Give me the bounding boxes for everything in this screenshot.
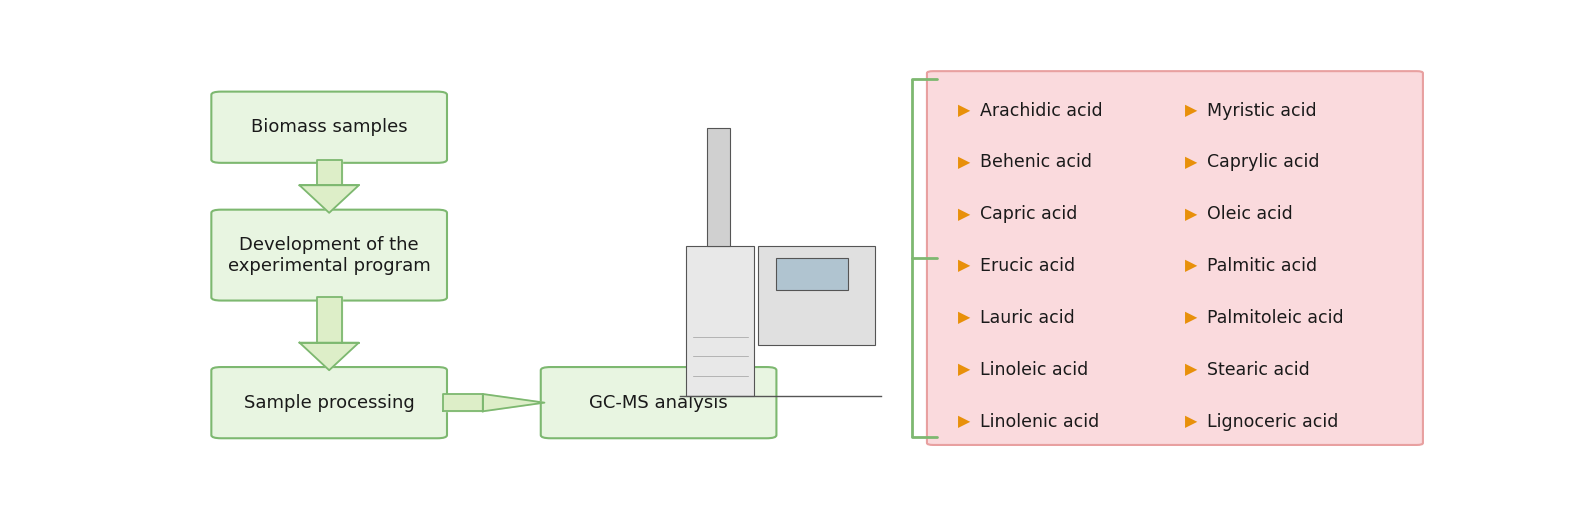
Polygon shape (317, 297, 342, 343)
Text: Erucic acid: Erucic acid (981, 257, 1075, 275)
Text: ▶: ▶ (958, 155, 970, 170)
Text: ▶: ▶ (1184, 310, 1197, 326)
FancyBboxPatch shape (212, 210, 447, 300)
Text: Lignoceric acid: Lignoceric acid (1207, 412, 1339, 431)
FancyBboxPatch shape (707, 128, 731, 246)
Text: Palmitic acid: Palmitic acid (1207, 257, 1317, 275)
Text: Caprylic acid: Caprylic acid (1207, 153, 1320, 171)
Text: Linolenic acid: Linolenic acid (981, 412, 1098, 431)
Text: Oleic acid: Oleic acid (1207, 205, 1293, 223)
Text: Sample processing: Sample processing (244, 393, 414, 412)
Text: ▶: ▶ (1184, 155, 1197, 170)
FancyBboxPatch shape (212, 367, 447, 438)
Polygon shape (317, 159, 342, 185)
Polygon shape (482, 394, 544, 411)
Text: ▶: ▶ (958, 259, 970, 273)
Text: Capric acid: Capric acid (981, 205, 1078, 223)
Text: Arachidic acid: Arachidic acid (981, 102, 1103, 120)
Polygon shape (443, 394, 482, 411)
Text: Development of the
experimental program: Development of the experimental program (228, 236, 430, 274)
FancyBboxPatch shape (541, 367, 777, 438)
FancyBboxPatch shape (686, 246, 755, 396)
Text: ▶: ▶ (958, 310, 970, 326)
FancyBboxPatch shape (212, 91, 447, 163)
Text: ▶: ▶ (958, 414, 970, 429)
Text: ▶: ▶ (958, 103, 970, 118)
Text: ▶: ▶ (958, 206, 970, 222)
Text: ▶: ▶ (1184, 206, 1197, 222)
Text: Stearic acid: Stearic acid (1207, 361, 1310, 379)
Text: Palmitoleic acid: Palmitoleic acid (1207, 309, 1344, 327)
Text: Biomass samples: Biomass samples (252, 118, 408, 136)
Text: Myristic acid: Myristic acid (1207, 102, 1317, 120)
Text: ▶: ▶ (1184, 414, 1197, 429)
Text: ▶: ▶ (1184, 103, 1197, 118)
FancyBboxPatch shape (777, 258, 849, 290)
Text: GC-MS analysis: GC-MS analysis (589, 393, 728, 412)
Text: Linoleic acid: Linoleic acid (981, 361, 1089, 379)
FancyBboxPatch shape (758, 246, 876, 344)
Text: ▶: ▶ (1184, 362, 1197, 377)
Text: Behenic acid: Behenic acid (981, 153, 1092, 171)
Polygon shape (299, 185, 358, 213)
Text: ▶: ▶ (1184, 259, 1197, 273)
Text: Lauric acid: Lauric acid (981, 309, 1075, 327)
Text: ▶: ▶ (958, 362, 970, 377)
Polygon shape (299, 343, 358, 370)
FancyBboxPatch shape (927, 71, 1423, 445)
